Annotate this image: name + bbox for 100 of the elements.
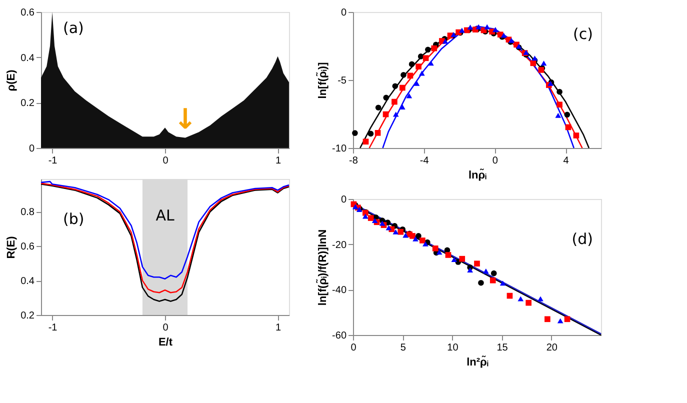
y-tick-label: -5	[338, 76, 347, 86]
point	[436, 250, 442, 255]
point	[556, 102, 562, 108]
x-tick-label: 1	[275, 156, 282, 166]
y-tick-label: 0.4	[20, 276, 35, 288]
point	[490, 270, 497, 276]
point	[374, 130, 381, 136]
point	[451, 256, 458, 262]
annotation: (b)	[63, 210, 84, 228]
point	[540, 60, 547, 66]
x-tick-label: 0	[350, 342, 357, 354]
x-tick-label: 4	[563, 156, 570, 166]
point	[478, 280, 484, 286]
point	[555, 112, 562, 118]
x-axis-title: E/t	[158, 336, 173, 348]
point	[375, 104, 382, 111]
point	[476, 24, 482, 30]
point	[557, 318, 564, 324]
point	[530, 60, 536, 66]
x-tick-label: 0	[162, 156, 169, 166]
point	[392, 83, 398, 90]
y-axis-title: R(E)	[6, 236, 18, 259]
point	[368, 215, 374, 221]
x-tick-label: -8	[349, 156, 358, 166]
x-tick-label: 20	[546, 342, 558, 354]
point	[400, 72, 406, 78]
point	[459, 256, 466, 262]
x-tick-label: -4	[420, 156, 430, 166]
point	[420, 238, 426, 244]
point	[483, 268, 489, 274]
point	[532, 56, 538, 61]
point	[431, 45, 438, 52]
point	[467, 24, 474, 30]
point	[556, 88, 562, 95]
point	[538, 296, 544, 302]
y-tick-label: 0	[28, 144, 35, 154]
point	[407, 72, 414, 79]
x-axis-title: lnρ̃ᵢ	[468, 168, 488, 182]
point	[352, 130, 358, 136]
point	[500, 280, 506, 286]
point	[386, 225, 392, 230]
x-tick-label: -1	[48, 156, 58, 166]
point	[526, 300, 532, 306]
y-tick-label: 0	[340, 194, 347, 206]
point	[402, 232, 408, 238]
y-tick-label: -10	[332, 144, 347, 154]
x-tick-label: -1	[48, 322, 58, 334]
point	[432, 246, 438, 252]
point	[412, 236, 418, 242]
point	[416, 233, 422, 239]
point	[400, 84, 406, 91]
y-tick-label: 0.2	[20, 98, 35, 110]
y-tick-label: 0.2	[20, 310, 35, 322]
point	[414, 80, 420, 86]
point	[410, 233, 416, 239]
point	[428, 60, 434, 66]
point	[392, 112, 399, 117]
point	[422, 55, 429, 62]
point	[445, 252, 452, 258]
y-axis-title: ln[f(ρ̃ᵢ)]	[316, 62, 330, 99]
y-axis-title: ln[f(ρ̃ᵢ)/f(R)]lnN	[316, 229, 330, 306]
point	[362, 138, 369, 145]
annotation: (d)	[572, 230, 593, 248]
point	[392, 98, 398, 105]
point	[544, 316, 550, 322]
y-tick-label: -20	[332, 240, 347, 251]
y-tick-label: 0.6	[20, 242, 35, 253]
point	[406, 93, 412, 98]
point	[484, 24, 490, 30]
x-tick-label: 0	[492, 156, 498, 166]
point	[474, 260, 480, 267]
point	[467, 267, 473, 272]
point	[490, 277, 496, 284]
annotation: ↓	[174, 102, 198, 136]
point	[416, 64, 422, 70]
point	[573, 132, 580, 138]
y-tick-label: 0.4	[20, 52, 35, 64]
x-tick-label: 5	[400, 342, 406, 354]
y-axis-title: ρ(E)	[6, 69, 18, 92]
annotation: (c)	[573, 25, 593, 43]
y-tick-label: 0.8	[20, 207, 35, 218]
point	[518, 296, 524, 302]
point	[442, 38, 448, 44]
annotation: (a)	[63, 19, 84, 37]
point	[425, 46, 431, 53]
point	[408, 61, 415, 68]
band-label: AL	[156, 206, 175, 225]
point	[564, 316, 570, 322]
point	[368, 130, 374, 137]
x-axis-title: ln²ρ̃ᵢ	[466, 356, 489, 368]
y-tick-label: -40	[332, 285, 347, 296]
point	[398, 228, 404, 235]
point	[492, 27, 498, 32]
x-tick-label: 0	[162, 322, 169, 334]
point	[459, 28, 465, 33]
point	[564, 112, 570, 118]
point	[400, 104, 406, 110]
x-tick-label: 15	[496, 342, 508, 354]
x-tick-label: 1	[275, 322, 282, 334]
y-tick-label: 0.6	[20, 8, 35, 18]
